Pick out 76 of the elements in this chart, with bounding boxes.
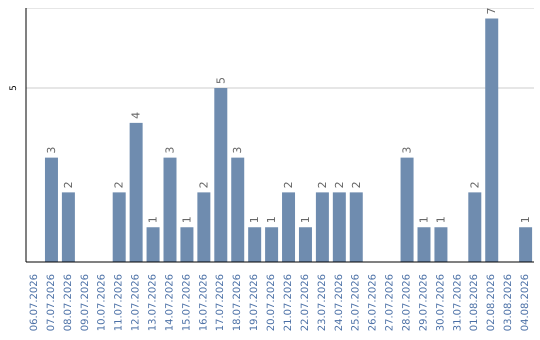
x-tick-label: 24.07.2026 xyxy=(334,274,345,332)
data-label: 2 xyxy=(468,181,482,188)
bar xyxy=(418,227,430,262)
x-tick-label: 03.08.2026 xyxy=(503,274,514,332)
x-tick-label: 16.07.2026 xyxy=(198,274,210,332)
x-tick-label: 18.07.2026 xyxy=(232,274,244,332)
x-tick-label: 17.07.2026 xyxy=(215,274,226,332)
x-tick-label: 23.07.2026 xyxy=(316,274,328,332)
bar xyxy=(164,158,176,262)
x-tick-label: 11.07.2026 xyxy=(114,274,125,332)
data-label: 1 xyxy=(146,216,160,224)
x-tick-label: 04.08.2026 xyxy=(520,274,532,332)
bar xyxy=(400,158,414,262)
bar xyxy=(197,192,210,262)
x-tick-label: 10.07.2026 xyxy=(96,274,108,332)
x-tick-label: 19.07.2026 xyxy=(249,274,260,332)
data-label: 2 xyxy=(316,181,329,188)
data-label: 1 xyxy=(519,216,532,224)
data-label: 2 xyxy=(62,181,75,188)
data-label: 3 xyxy=(400,146,414,154)
bar xyxy=(298,227,312,262)
data-label: 1 xyxy=(248,216,262,224)
data-label: 3 xyxy=(231,146,244,154)
bar xyxy=(248,227,262,262)
data-label: 3 xyxy=(164,146,176,154)
bar xyxy=(282,192,296,262)
x-tick-label: 15.07.2026 xyxy=(181,274,192,332)
data-label: 5 xyxy=(214,77,228,84)
x-tick-label: 28.07.2026 xyxy=(402,274,412,332)
bar xyxy=(130,122,143,262)
bar xyxy=(214,88,228,262)
x-tick-label: 27.07.2026 xyxy=(384,274,396,332)
data-label: 2 xyxy=(112,181,126,188)
data-label: 2 xyxy=(332,181,346,188)
x-tick-label: 07.07.2026 xyxy=(46,274,57,332)
x-tick-label: 31.07.2026 xyxy=(452,274,464,332)
x-tick-label: 02.08.2026 xyxy=(486,274,498,332)
x-tick-label: 08.07.2026 xyxy=(62,274,74,332)
x-tick-label: 06.07.2026 xyxy=(28,274,40,332)
x-tick-label: 25.07.2026 xyxy=(350,274,362,332)
x-tick-label: 13.07.2026 xyxy=(148,274,158,332)
x-tick-label: 09.07.2026 xyxy=(80,274,91,332)
data-label: 2 xyxy=(350,181,363,188)
bar xyxy=(434,227,448,262)
data-label: 1 xyxy=(298,216,312,224)
x-tick-label: 21.07.2026 xyxy=(282,274,294,332)
data-label: 1 xyxy=(434,216,448,224)
data-label: 1 xyxy=(265,216,278,224)
x-tick-label: 14.07.2026 xyxy=(164,274,176,332)
bar xyxy=(485,18,498,262)
bar xyxy=(468,192,482,262)
bar xyxy=(231,158,244,262)
bar xyxy=(265,227,278,262)
data-label: 2 xyxy=(197,181,210,188)
bar xyxy=(332,192,346,262)
bar xyxy=(350,192,363,262)
x-tick-label: 22.07.2026 xyxy=(300,274,311,332)
bar xyxy=(519,227,532,262)
bar xyxy=(146,227,160,262)
x-tick-label: 20.07.2026 xyxy=(266,274,278,332)
x-tick-label: 30.07.2026 xyxy=(435,274,446,332)
bar xyxy=(44,158,58,262)
x-tick-label: 26.07.2026 xyxy=(368,274,379,332)
bar xyxy=(316,192,329,262)
bar xyxy=(112,192,126,262)
bar xyxy=(180,227,194,262)
data-label: 1 xyxy=(418,216,430,224)
x-tick-label: 12.07.2026 xyxy=(130,274,142,332)
x-tick-label: 29.07.2026 xyxy=(418,274,430,332)
data-label: 3 xyxy=(44,146,58,154)
data-label: 4 xyxy=(130,112,143,119)
data-label: 7 xyxy=(485,7,498,14)
x-tick-label: 01.08.2026 xyxy=(469,274,480,332)
data-label: 1 xyxy=(180,216,194,224)
data-label: 2 xyxy=(282,181,296,188)
bar xyxy=(62,192,75,262)
